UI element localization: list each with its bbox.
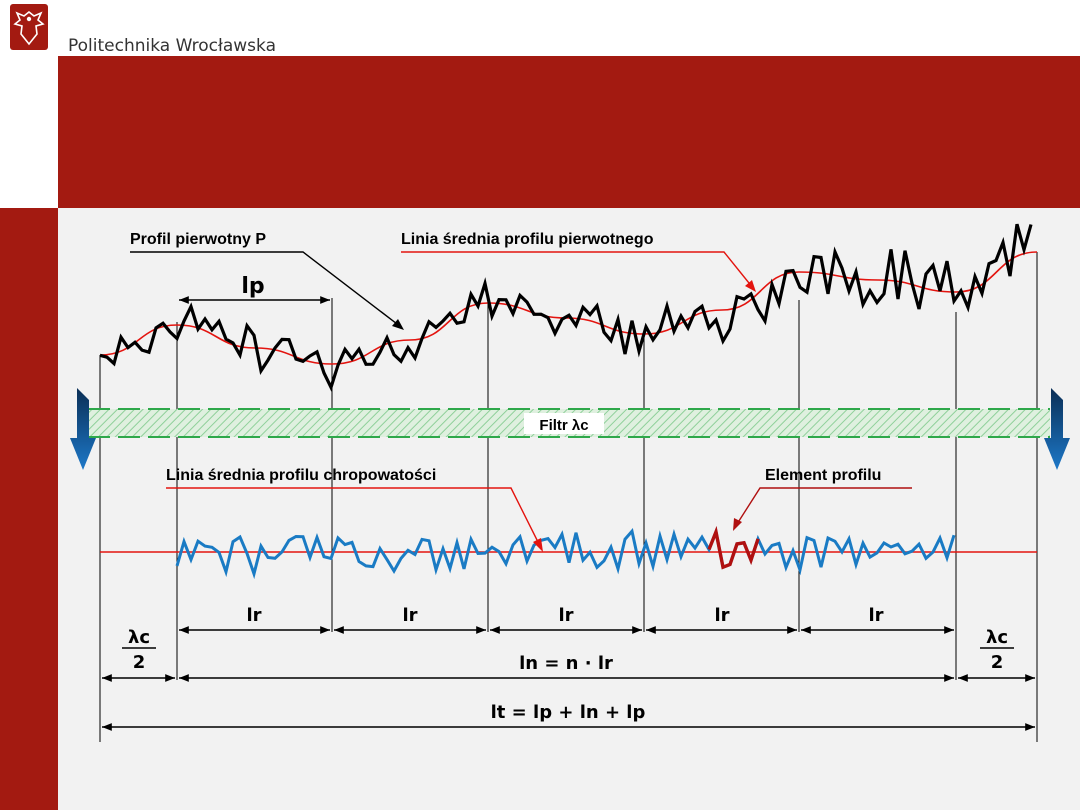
callout-primary-mean: Linia średnia profilu pierwotnego — [401, 231, 756, 292]
profile-element-label: Element profilu — [765, 467, 881, 484]
title-band — [58, 56, 1080, 208]
ln-formula: ln = n · lr — [519, 653, 613, 674]
roughness-diagram: Filtr λc Profil pierwotny P Linia średni… — [58, 208, 1080, 810]
filter-band: Filtr λc — [88, 408, 1050, 438]
roughness-profile — [175, 526, 956, 580]
lambda-c-right: λc — [986, 627, 1008, 648]
roughness-mean-label: Linia średnia profilu chropowatości — [166, 467, 436, 484]
lr-label-1: lr — [246, 605, 261, 626]
lt-formula: lt = lp + ln + lp — [491, 702, 646, 723]
lp-label: lp — [241, 274, 264, 299]
filter-arrow-left-icon — [70, 388, 96, 470]
callout-profile-element: Element profilu — [733, 467, 912, 531]
callout-roughness-mean: Linia średnia profilu chropowatości — [166, 467, 543, 552]
primary-profile — [99, 223, 1033, 392]
primary-profile-label: Profil pierwotny P — [130, 231, 266, 248]
eagle-crest-icon — [10, 4, 48, 50]
lambda-c-left: λc — [128, 627, 150, 648]
primary-mean-label: Linia średnia profilu pierwotnego — [401, 231, 654, 248]
lr-label-4: lr — [714, 605, 729, 626]
division-lines — [99, 252, 1038, 742]
filter-arrow-right-icon — [1044, 388, 1070, 470]
lr-label-5: lr — [868, 605, 883, 626]
lambda-half-right: λc 2 — [980, 627, 1014, 673]
lr-label-2: lr — [402, 605, 417, 626]
two-left: 2 — [133, 652, 146, 673]
lp-dimension: lp — [179, 274, 330, 304]
filter-label: Filtr λc — [539, 417, 588, 434]
callout-primary-profile: Profil pierwotny P — [130, 231, 404, 330]
profile-element — [707, 525, 760, 570]
side-band — [0, 208, 58, 810]
lambda-half-left: λc 2 — [122, 627, 156, 673]
two-right: 2 — [991, 652, 1004, 673]
university-name: Politechnika Wrocławska — [68, 36, 276, 56]
lr-label-3: lr — [558, 605, 573, 626]
logo — [0, 0, 58, 56]
